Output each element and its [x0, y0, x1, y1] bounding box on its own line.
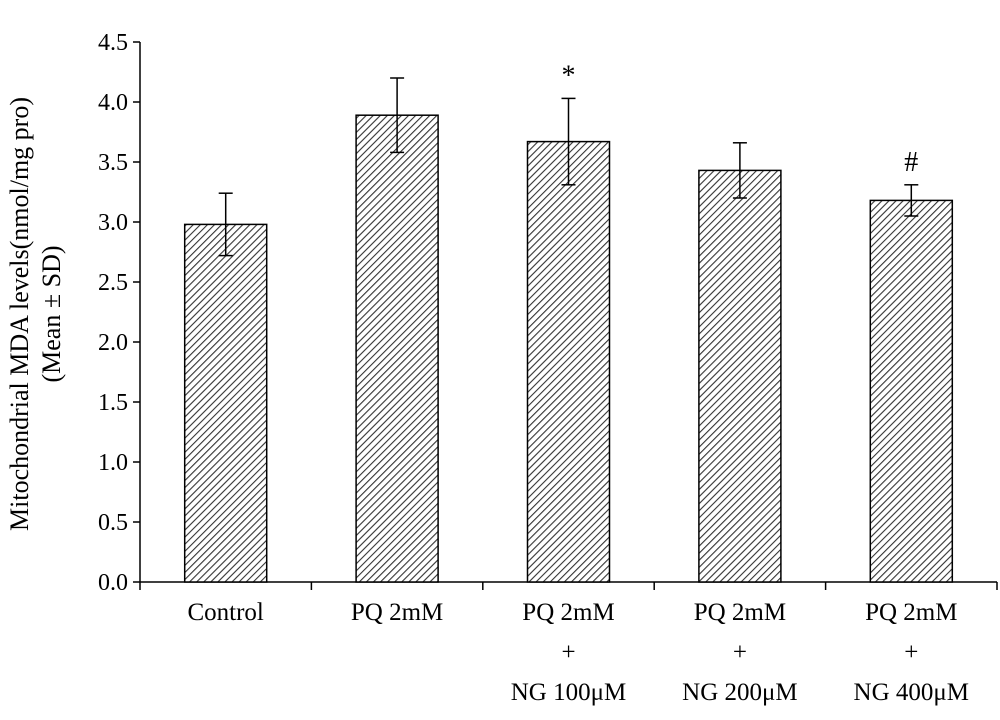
bar	[869, 199, 954, 583]
y-tick-label: 2.5	[98, 270, 128, 296]
significance-marker: *	[562, 60, 576, 91]
bar	[526, 140, 611, 583]
x-category-label: +	[733, 639, 747, 666]
x-category-label: PQ 2mM	[865, 599, 957, 626]
bar	[355, 114, 439, 583]
y-tick-label: 4.0	[98, 90, 128, 116]
y-tick-label: 4.5	[98, 30, 128, 56]
y-tick-label: 3.5	[98, 150, 128, 176]
x-category-label: PQ 2mM	[351, 599, 443, 626]
x-category-label: NG 200μM	[682, 679, 798, 706]
y-tick-label: 3.0	[98, 210, 128, 236]
y-axis-title-line2: (Mean ± SD)	[37, 245, 66, 382]
x-category-label: Control	[187, 599, 263, 626]
y-tick-label: 0.0	[98, 570, 128, 596]
x-category-label: +	[904, 639, 918, 666]
y-axis-title-line1: Mitochondrial MDA levels(nmol/mg pro)	[5, 97, 34, 531]
significance-marker: #	[904, 147, 918, 178]
x-category-label: PQ 2mM	[522, 599, 614, 626]
y-tick-label: 1.0	[98, 450, 128, 476]
bar	[183, 223, 268, 583]
x-category-label: PQ 2mM	[694, 599, 786, 626]
y-tick-label: 0.5	[98, 510, 128, 536]
y-tick-label: 1.5	[98, 390, 128, 416]
x-category-label: NG 100μM	[511, 679, 627, 706]
y-tick-label: 2.0	[98, 330, 128, 356]
y-axis-title: Mitochondrial MDA levels(nmol/mg pro) (M…	[5, 97, 66, 531]
bar	[698, 169, 782, 583]
x-category-label: +	[561, 639, 575, 666]
x-category-label: NG 400μM	[854, 679, 970, 706]
